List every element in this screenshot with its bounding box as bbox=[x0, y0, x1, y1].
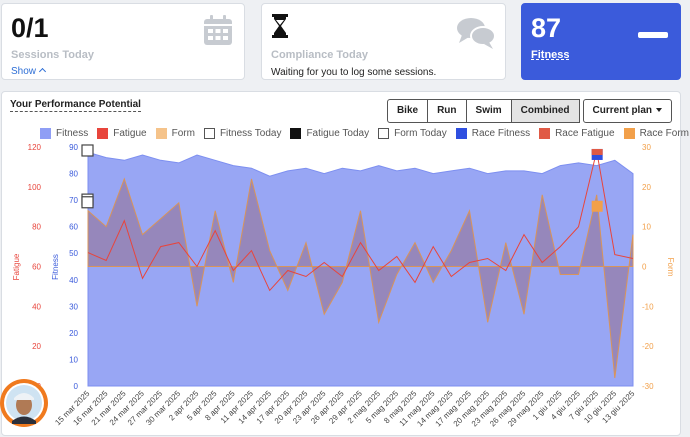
fitness-tick-label: 70 bbox=[69, 196, 78, 205]
fatigue-axis-label: Fatigue bbox=[12, 253, 21, 280]
form-tick-label: -10 bbox=[642, 302, 654, 311]
fitness-tick-label: 90 bbox=[69, 143, 78, 152]
legend-swatch bbox=[539, 128, 551, 139]
fitness-tick-label: 50 bbox=[69, 249, 78, 258]
form-tick-label: 30 bbox=[642, 143, 651, 152]
plan-label: Current plan bbox=[592, 105, 652, 116]
chevron-up-icon bbox=[38, 67, 47, 76]
fitness-tick-label: 80 bbox=[69, 170, 78, 179]
form-today-marker bbox=[81, 196, 94, 209]
form-tick-label: -20 bbox=[642, 342, 654, 351]
fitness-tick-label: 60 bbox=[69, 223, 78, 232]
combined-button[interactable]: Combined bbox=[510, 99, 580, 123]
fitness-tick-label: 10 bbox=[69, 355, 78, 364]
fitness-tick-label: 40 bbox=[69, 276, 78, 285]
fitness-label: Fitness bbox=[531, 49, 570, 61]
legend-label: Race Fitness bbox=[471, 128, 531, 139]
sessions-today-card: 0/1 Sessions Today Show bbox=[1, 3, 245, 80]
panel-title: Your Performance Potential bbox=[10, 99, 141, 112]
show-toggle[interactable]: Show bbox=[11, 66, 47, 77]
fitness-card: 87 Fitness bbox=[521, 3, 681, 80]
fatigue-tick-label: 100 bbox=[28, 183, 42, 192]
form-tick-label: -30 bbox=[642, 382, 654, 391]
performance-chart[interactable]: 0 20 40 60 80 100 120 0 10 20 30 40 50 60 70 80 90 30 20 10… bbox=[2, 92, 682, 437]
form-area bbox=[87, 177, 634, 379]
plan-dropdown[interactable]: Current plan bbox=[582, 99, 672, 123]
legend-swatch bbox=[378, 128, 390, 139]
form-tick-label: 20 bbox=[642, 183, 651, 192]
legend-swatch bbox=[455, 128, 467, 139]
sport-selector: Bike Run Swim Combined Current plan bbox=[386, 99, 672, 123]
fitness-value: 87 bbox=[531, 13, 562, 43]
sessions-today-value: 0/1 bbox=[11, 13, 49, 43]
bike-button[interactable]: Bike bbox=[386, 99, 429, 123]
legend-race-fatigue[interactable]: Race Fatigue bbox=[539, 128, 615, 139]
caret-down-icon bbox=[656, 108, 662, 113]
fitness-tick-label: 30 bbox=[69, 302, 78, 311]
legend-form-today[interactable]: Form Today bbox=[378, 128, 447, 139]
legend-fitness-today[interactable]: Fitness Today bbox=[203, 128, 282, 139]
compliance-today-label: Compliance Today bbox=[271, 49, 368, 61]
legend-label: Form Today bbox=[394, 128, 447, 139]
legend-swatch bbox=[203, 128, 215, 139]
fatigue-line bbox=[87, 150, 634, 292]
chart-legend: Fitness Fatigue Form Fitness Today Fatig… bbox=[40, 128, 690, 139]
sessions-today-label: Sessions Today bbox=[11, 49, 94, 61]
minus-icon bbox=[638, 32, 668, 38]
compliance-today-card: Compliance Today Waiting for you to log … bbox=[261, 3, 506, 80]
legend-swatch bbox=[290, 128, 302, 139]
legend-form[interactable]: Form bbox=[155, 128, 195, 139]
legend-swatch bbox=[97, 128, 109, 139]
performance-panel: Your Performance Potential Bike Run Swim… bbox=[1, 91, 689, 437]
form-axis-label: Form bbox=[666, 258, 675, 277]
run-button[interactable]: Run bbox=[427, 99, 467, 123]
legend-swatch bbox=[623, 128, 635, 139]
legend-fatigue-today[interactable]: Fatigue Today bbox=[290, 128, 369, 139]
swim-button[interactable]: Swim bbox=[465, 99, 512, 123]
legend-swatch bbox=[40, 128, 51, 139]
fatigue-tick-label: 60 bbox=[32, 263, 41, 272]
calendar-icon bbox=[204, 15, 232, 45]
fatigue-tick-label: 80 bbox=[32, 223, 41, 232]
user-avatar[interactable] bbox=[0, 372, 48, 434]
fitness-axis-label: Fitness bbox=[51, 254, 60, 280]
compliance-message: Waiting for you to log some sessions. bbox=[271, 67, 437, 78]
fatigue-tick-label: 40 bbox=[32, 302, 41, 311]
legend-fatigue[interactable]: Fatigue bbox=[97, 128, 147, 139]
form-tick-label: 10 bbox=[642, 223, 651, 232]
fatigue-tick-label: 120 bbox=[28, 143, 42, 152]
fitness-area bbox=[87, 151, 634, 387]
fitness-tick-label: 20 bbox=[69, 329, 78, 338]
fatigue-tick-label: 20 bbox=[32, 342, 41, 351]
form-tick-label: 0 bbox=[642, 263, 647, 272]
legend-label: Race Fatigue bbox=[555, 128, 615, 139]
legend-label: Fitness Today bbox=[219, 128, 282, 139]
legend-label: Fitness bbox=[56, 128, 89, 139]
legend-swatch bbox=[155, 128, 167, 139]
legend-label: Fatigue Today bbox=[306, 128, 370, 139]
race-fatigue-marker bbox=[591, 148, 603, 155]
legend-label: Form bbox=[171, 128, 195, 139]
chat-icon bbox=[457, 18, 496, 49]
legend-label: Fatigue bbox=[113, 128, 147, 139]
fitness-tick-label: 0 bbox=[74, 382, 79, 391]
fatigue-today-marker bbox=[81, 144, 94, 157]
legend-fitness[interactable]: Fitness bbox=[40, 128, 88, 139]
legend-race-fitness[interactable]: Race Fitness bbox=[455, 128, 531, 139]
legend-label: Race Form bbox=[639, 128, 690, 139]
legend-race-form[interactable]: Race Form bbox=[623, 128, 690, 139]
hourglass-icon bbox=[272, 14, 288, 38]
show-label: Show bbox=[11, 66, 37, 77]
race-form-marker bbox=[591, 200, 603, 212]
